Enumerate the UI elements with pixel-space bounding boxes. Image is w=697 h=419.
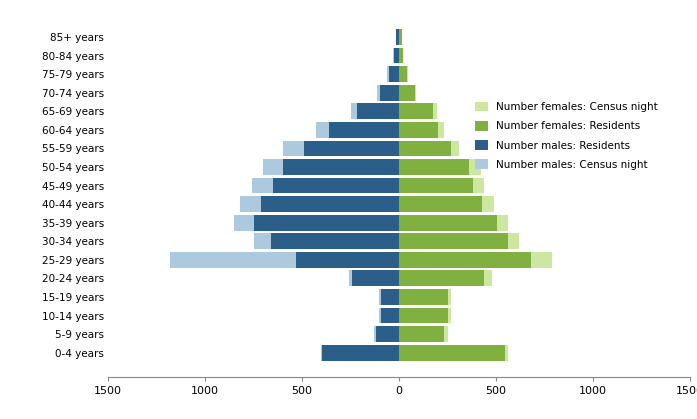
Bar — [399, 140, 452, 156]
Bar — [316, 122, 399, 138]
Bar — [399, 289, 447, 305]
Bar — [381, 308, 399, 323]
Bar — [388, 66, 399, 82]
Bar — [252, 178, 399, 194]
Bar — [399, 345, 507, 360]
Bar — [399, 85, 415, 101]
Bar — [376, 85, 399, 101]
Bar — [399, 196, 494, 212]
Bar — [376, 326, 399, 342]
Bar — [170, 252, 399, 268]
Bar — [399, 215, 497, 230]
Bar — [381, 289, 399, 305]
Bar — [351, 103, 399, 119]
Bar — [380, 85, 399, 101]
Bar — [399, 103, 433, 119]
Bar — [399, 29, 401, 45]
Legend: Number females: Census night, Number females: Residents, Number males: Residents: Number females: Census night, Number fem… — [471, 98, 662, 174]
Bar — [399, 48, 403, 64]
Bar — [399, 308, 452, 323]
Bar — [399, 233, 507, 249]
Bar — [234, 215, 399, 230]
Bar — [399, 29, 402, 45]
Bar — [323, 345, 399, 360]
Bar — [390, 66, 399, 82]
Bar — [399, 215, 507, 230]
Bar — [399, 178, 484, 194]
Bar — [254, 215, 399, 230]
Bar — [304, 140, 399, 156]
Bar — [399, 159, 469, 175]
Bar — [348, 271, 399, 286]
Bar — [399, 159, 480, 175]
Bar — [399, 122, 444, 138]
Bar — [329, 122, 399, 138]
Bar — [399, 252, 531, 268]
Bar — [271, 233, 399, 249]
Bar — [283, 159, 399, 175]
Bar — [399, 122, 438, 138]
Bar — [399, 289, 452, 305]
Bar — [353, 271, 399, 286]
Bar — [399, 345, 505, 360]
Bar — [254, 233, 399, 249]
Bar — [296, 252, 399, 268]
Bar — [399, 326, 447, 342]
Bar — [283, 140, 399, 156]
Bar — [399, 48, 403, 64]
Bar — [399, 196, 482, 212]
Bar — [395, 48, 399, 64]
Bar — [399, 326, 444, 342]
Bar — [263, 159, 399, 175]
Bar — [396, 29, 399, 45]
Bar — [240, 196, 399, 212]
Bar — [399, 140, 459, 156]
Bar — [399, 178, 473, 194]
Bar — [399, 85, 417, 101]
Bar — [374, 326, 399, 342]
Bar — [395, 29, 399, 45]
Bar — [273, 178, 399, 194]
Bar — [358, 103, 399, 119]
Bar — [378, 289, 399, 305]
Bar — [399, 271, 484, 286]
Bar — [378, 308, 399, 323]
Bar — [393, 48, 399, 64]
Bar — [399, 271, 492, 286]
Bar — [399, 66, 407, 82]
Bar — [399, 308, 447, 323]
Bar — [321, 345, 399, 360]
Bar — [399, 66, 408, 82]
Bar — [399, 252, 552, 268]
Bar — [399, 103, 437, 119]
Bar — [261, 196, 399, 212]
Bar — [399, 233, 519, 249]
